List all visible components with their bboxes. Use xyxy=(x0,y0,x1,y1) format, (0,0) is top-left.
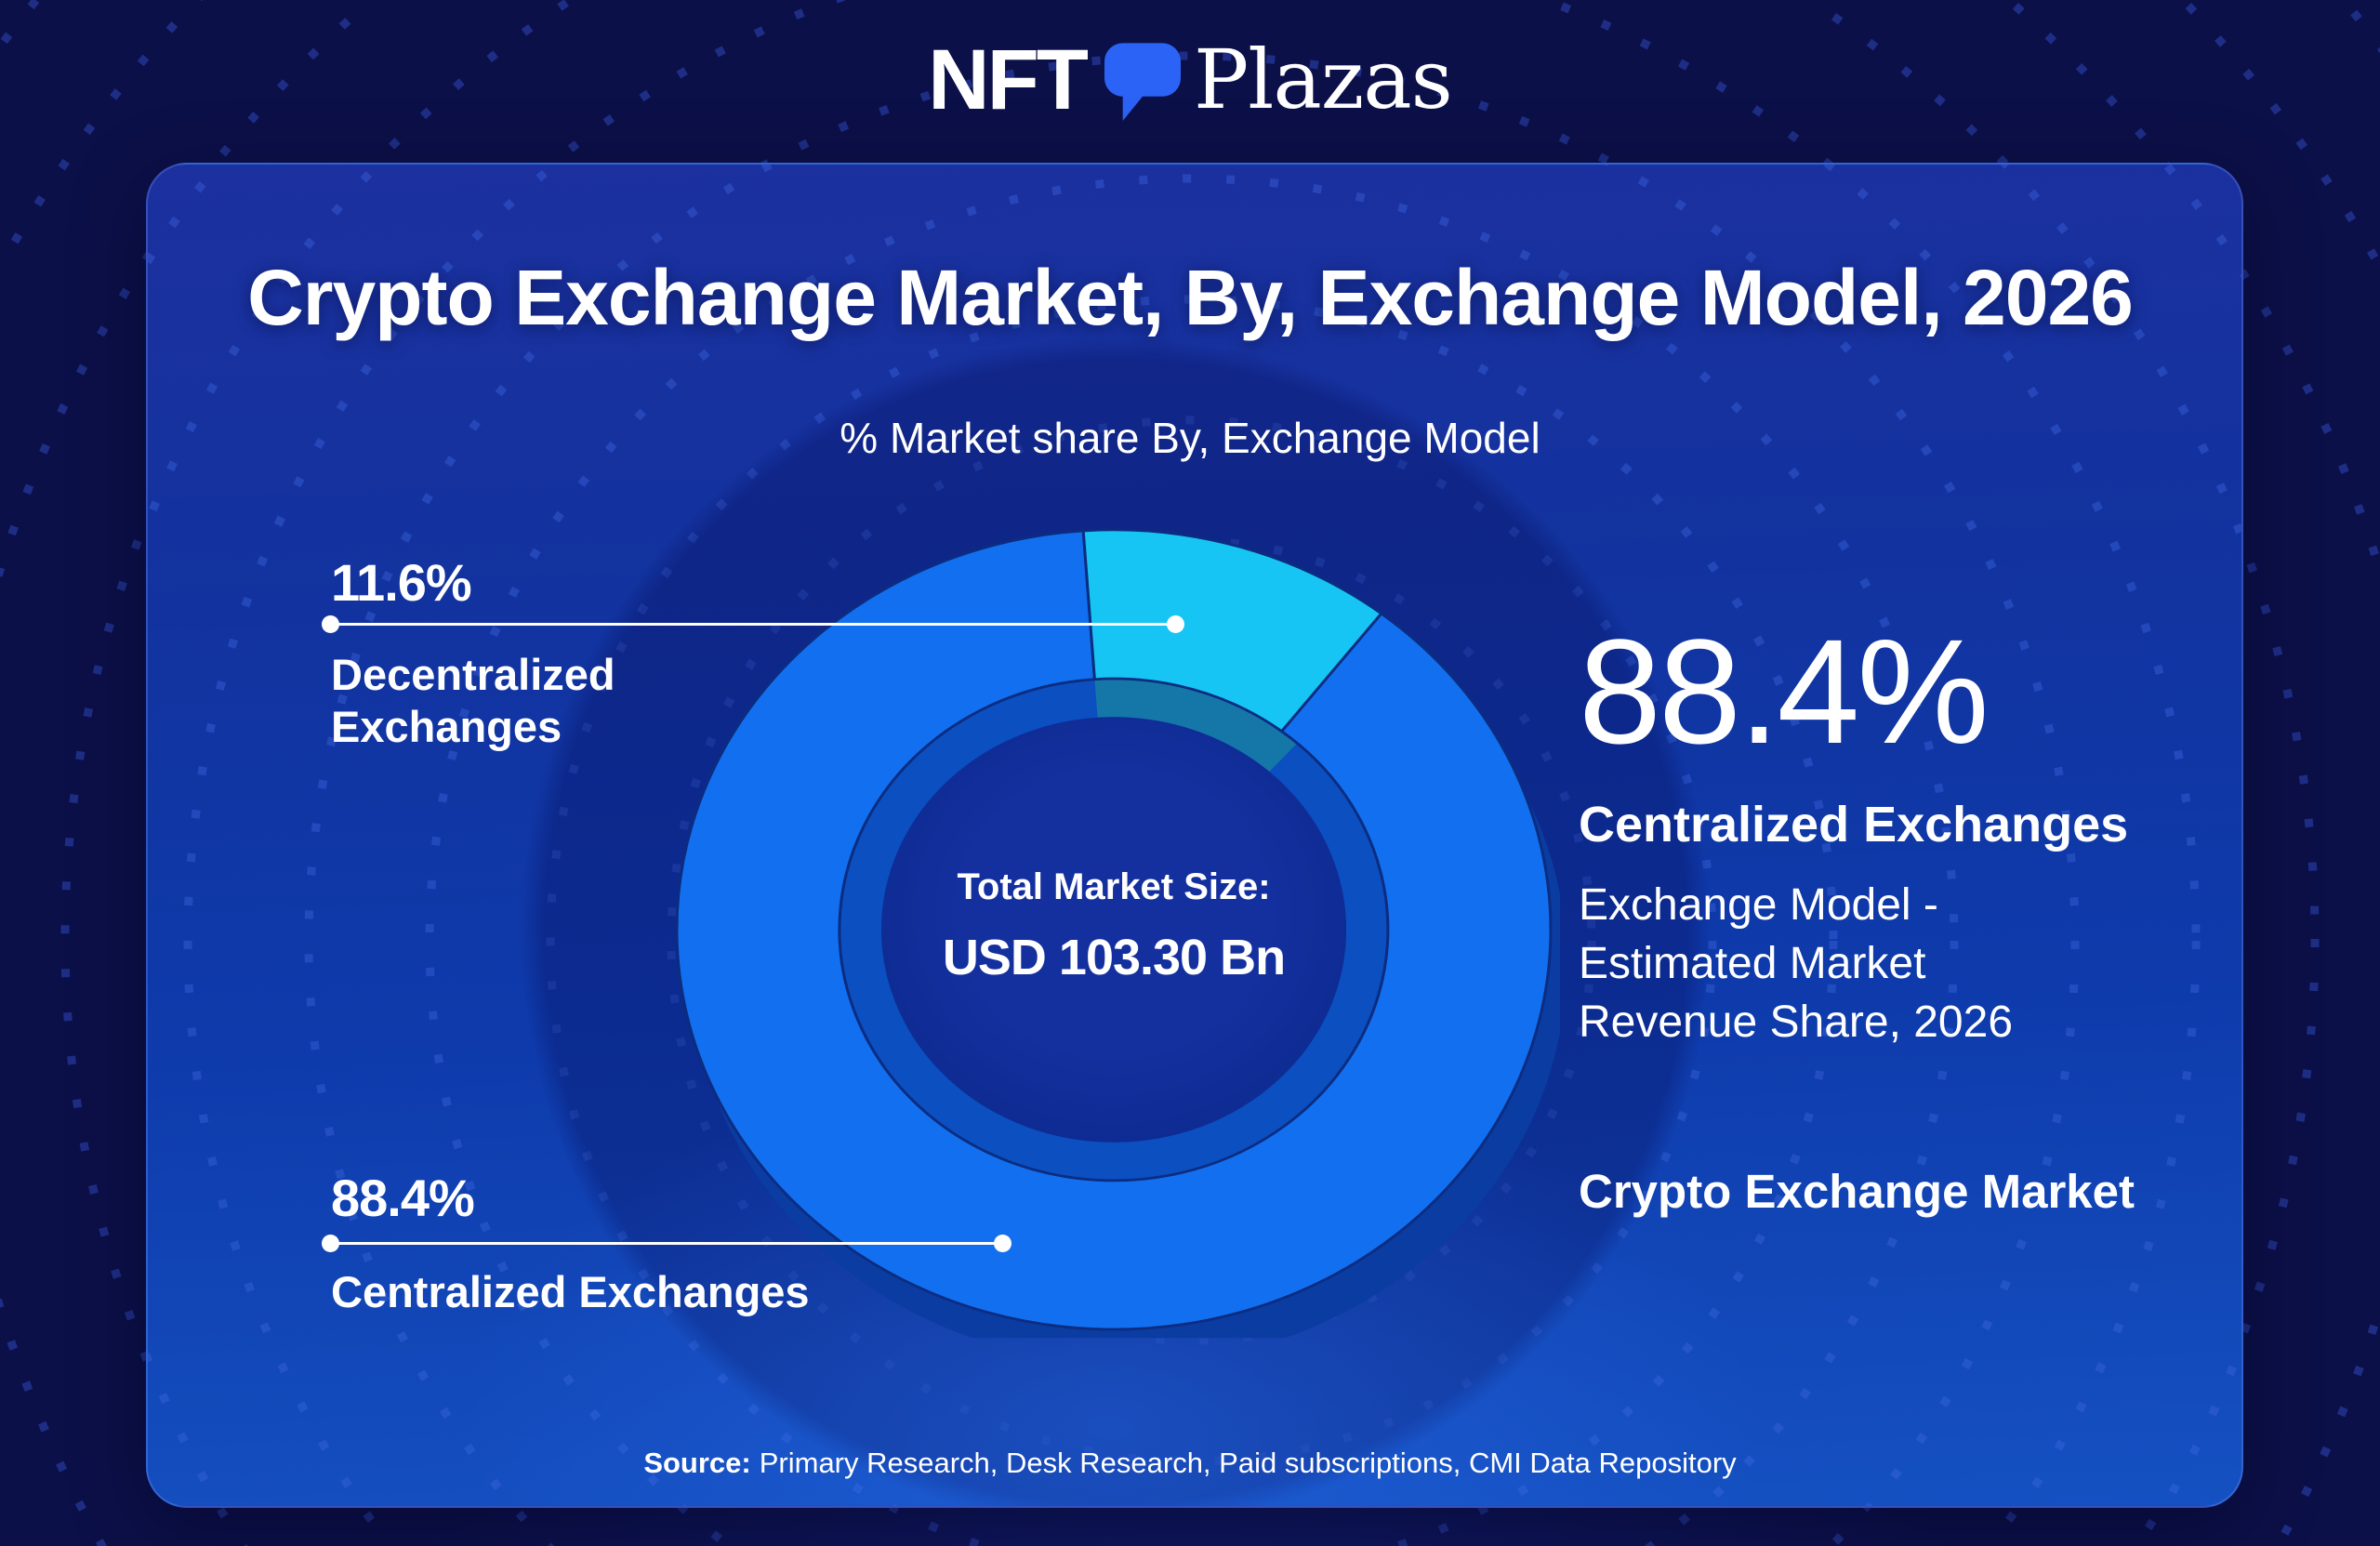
centralized-share-big-number: 88.4% xyxy=(1579,608,1990,774)
source-line: Source: Primary Research, Desk Research, … xyxy=(0,1447,2380,1480)
centralized-share-heading: Centralized Exchanges xyxy=(1579,797,2129,852)
slice-decentralized-exchanges xyxy=(1081,528,1383,733)
centralized-label: Centralized Exchanges xyxy=(331,1267,810,1316)
page-title: Crypto Exchange Market, By, Exchange Mod… xyxy=(247,254,2134,341)
brand-logo: NFT Plazas xyxy=(0,24,2380,136)
slice-centralized-exchanges xyxy=(675,529,1553,1331)
decentralized-label-line1: Decentralized xyxy=(331,650,615,699)
market-name-footer: Crypto Exchange Market xyxy=(1579,1165,2135,1218)
leader-dot-icon xyxy=(994,1235,1012,1252)
share-description-line3: Revenue Share, 2026 xyxy=(1579,998,2014,1047)
donut-inner-bevel-cyan xyxy=(1094,679,1298,772)
donut-hole xyxy=(881,717,1346,1143)
total-market-size-label: Total Market Size: xyxy=(957,866,1271,907)
total-market-size-value: USD 103.30 Bn xyxy=(942,930,1286,985)
nft-plazas-p-icon xyxy=(1104,43,1182,123)
share-description-line2: Estimated Market xyxy=(1579,939,1926,988)
leader-dot-icon xyxy=(322,615,339,633)
page-subtitle: % Market share By, Exchange Model xyxy=(840,414,1540,462)
decentralized-label-line2: Exchanges xyxy=(331,702,562,751)
decentralized-percentage: 11.6% xyxy=(331,553,472,612)
share-description-line1: Exchange Model - xyxy=(1579,880,1938,930)
leader-dot-icon xyxy=(322,1235,339,1252)
logo-text-nft: NFT xyxy=(928,33,1089,127)
donut-chart xyxy=(675,528,1560,1339)
centralized-percentage: 88.4% xyxy=(331,1169,475,1227)
logo-text-plazas: Plazas xyxy=(1194,32,1453,127)
decentralized-label: Decentralized Exchanges xyxy=(331,649,615,753)
source-label: Source: xyxy=(643,1447,751,1479)
share-description: Exchange Model - Estimated Market Revenu… xyxy=(1579,876,2013,1051)
donut-center-text: Total Market Size: USD 103.30 Bn xyxy=(891,866,1337,986)
centralized-leader-line xyxy=(322,1235,1012,1252)
leader-dot-icon xyxy=(1167,615,1184,633)
decentralized-leader-line xyxy=(322,615,1184,633)
source-text: Primary Research, Desk Research, Paid su… xyxy=(759,1447,1737,1479)
